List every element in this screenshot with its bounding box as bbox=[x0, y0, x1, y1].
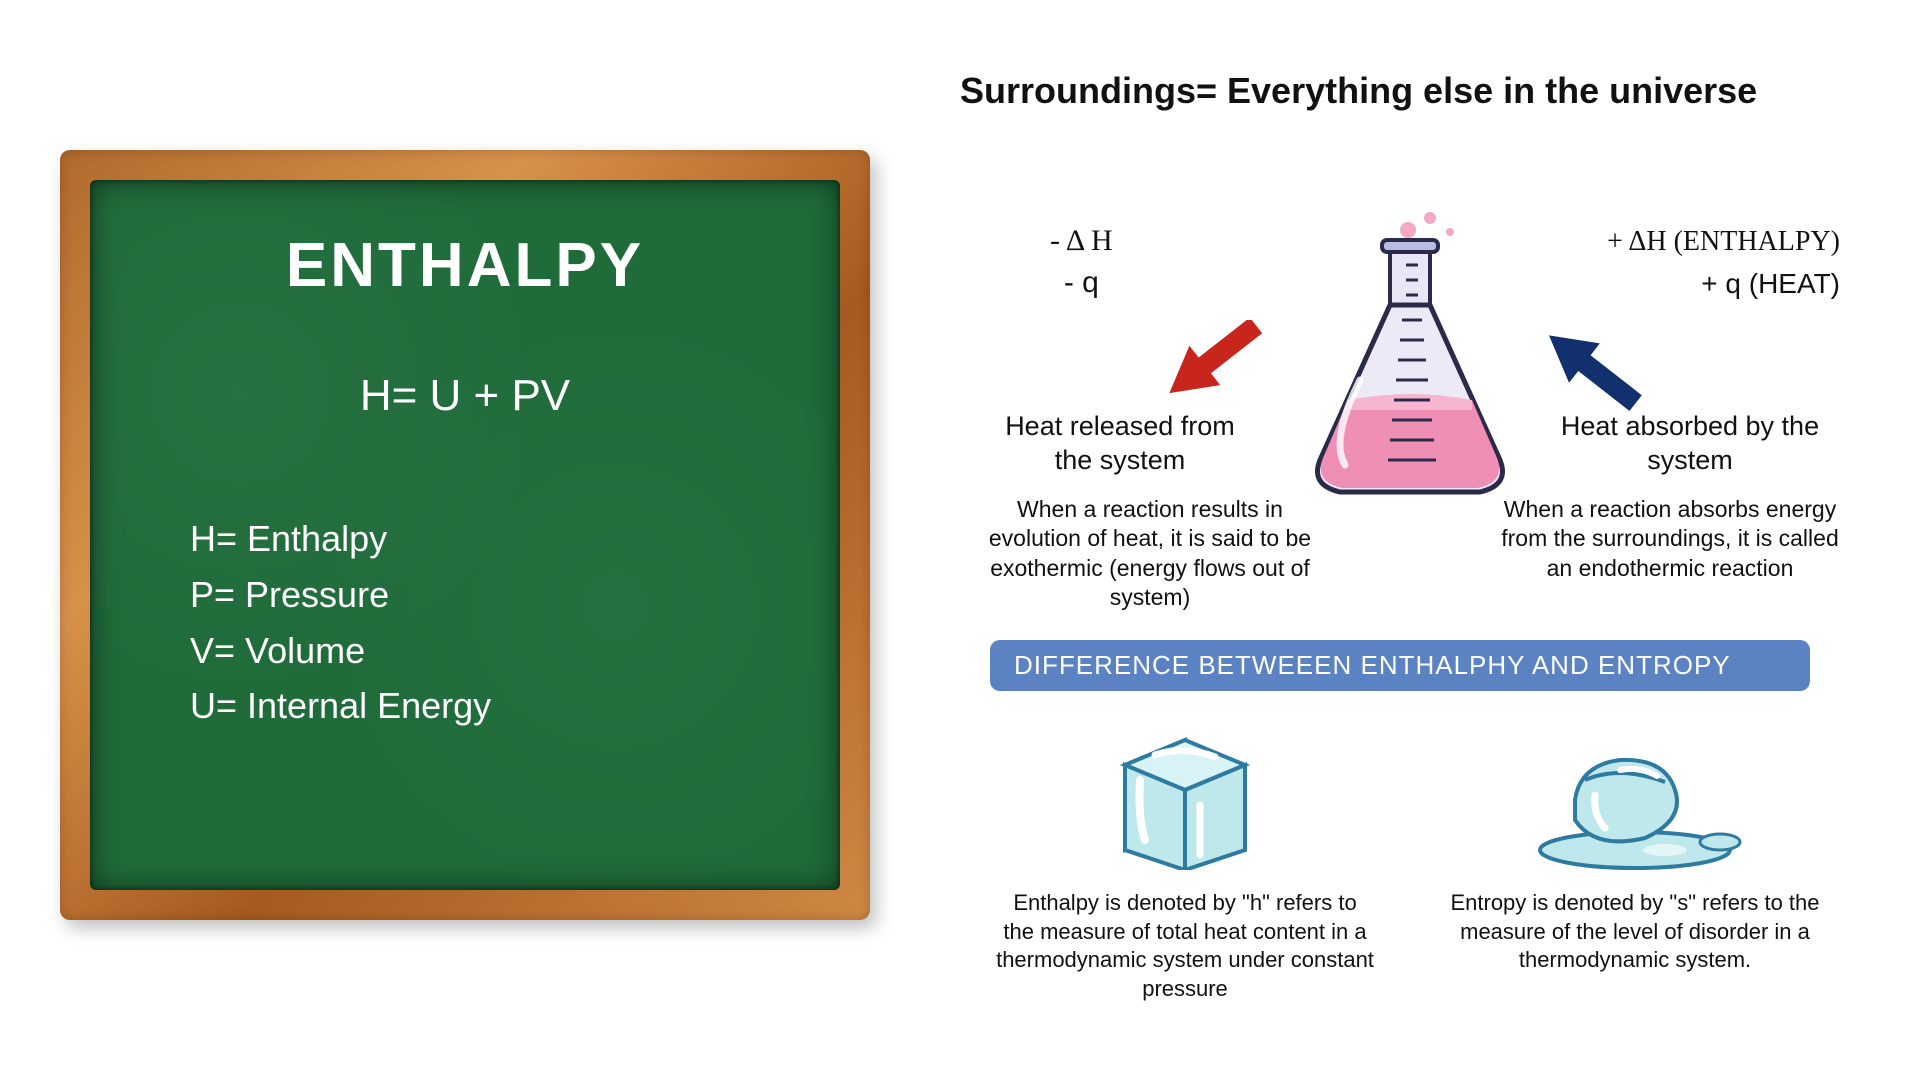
melting-ice-icon bbox=[1525, 710, 1745, 870]
right-panel: Surroundings= Everything else in the uni… bbox=[960, 70, 1860, 112]
exothermic-description: When a reaction results in evolution of … bbox=[970, 495, 1330, 613]
definition-h: H= Enthalpy bbox=[190, 511, 780, 567]
enthalpy-description: Enthalpy is denoted by "h" refers to the… bbox=[995, 889, 1375, 1003]
q-negative: - q bbox=[1050, 262, 1113, 304]
surroundings-title: Surroundings= Everything else in the uni… bbox=[960, 70, 1860, 112]
difference-banner: DIFFERENCE BETWEEEN ENTHALPHY AND ENTROP… bbox=[990, 640, 1810, 691]
chalkboard-frame: ENTHALPY H= U + PV H= Enthalpy P= Pressu… bbox=[60, 150, 870, 920]
chalkboard-title: ENTHALPY bbox=[150, 230, 780, 301]
delta-h-positive: + ΔH (ENTHALPY) bbox=[1607, 226, 1840, 257]
delta-h-negative-label: - Δ H - q bbox=[1050, 220, 1113, 304]
heat-absorbed-label: Heat absorbed by the system bbox=[1560, 410, 1820, 478]
definition-p: P= Pressure bbox=[190, 567, 780, 623]
chalkboard: ENTHALPY H= U + PV H= Enthalpy P= Pressu… bbox=[90, 180, 840, 890]
heat-released-label: Heat released from the system bbox=[990, 410, 1250, 478]
chalkboard-formula: H= U + PV bbox=[150, 371, 780, 421]
chalkboard-definitions: H= Enthalpy P= Pressure V= Volume U= Int… bbox=[190, 511, 780, 734]
ice-cube-icon bbox=[1100, 710, 1270, 870]
definition-u: U= Internal Energy bbox=[190, 678, 780, 734]
delta-h-negative: - Δ H bbox=[1050, 224, 1113, 257]
flask-diagram: - Δ H - q + ΔH (ENTHALPY) + q (HEAT) bbox=[960, 190, 1860, 630]
endothermic-description: When a reaction absorbs energy from the … bbox=[1495, 495, 1845, 583]
definition-v: V= Volume bbox=[190, 623, 780, 679]
q-positive: + q (HEAT) bbox=[1607, 263, 1840, 305]
entropy-description: Entropy is denoted by "s" refers to the … bbox=[1445, 889, 1825, 975]
flask-icon bbox=[1290, 210, 1530, 510]
enthalpy-column: Enthalpy is denoted by "h" refers to the… bbox=[995, 710, 1375, 1003]
entropy-column: Entropy is denoted by "s" refers to the … bbox=[1445, 710, 1825, 1003]
comparison-row: Enthalpy is denoted by "h" refers to the… bbox=[960, 710, 1860, 1003]
delta-h-positive-label: + ΔH (ENTHALPY) + q (HEAT) bbox=[1607, 220, 1840, 305]
